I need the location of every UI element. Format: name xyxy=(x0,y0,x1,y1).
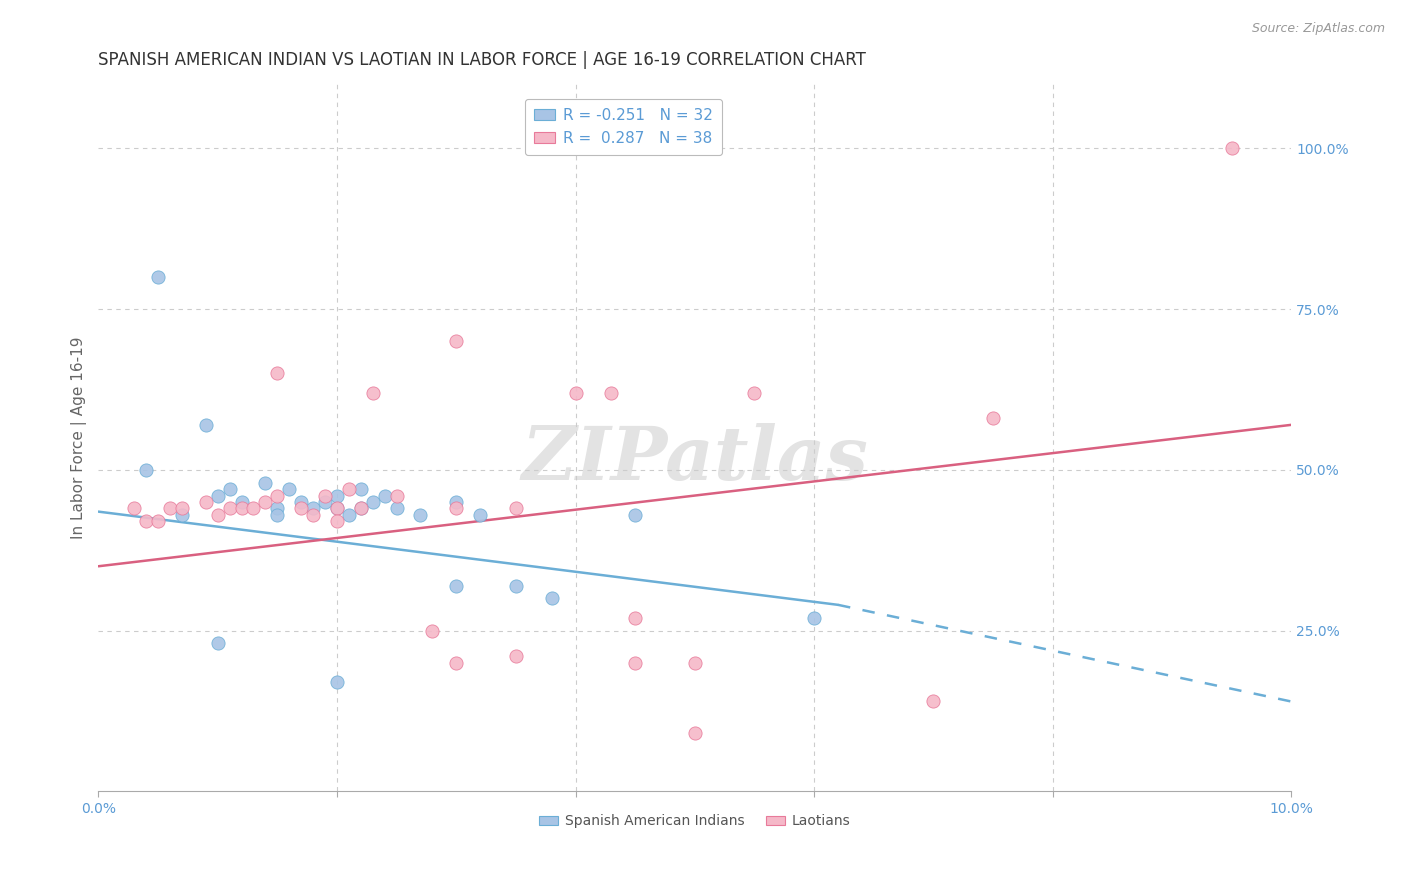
Point xyxy=(409,508,432,522)
Point xyxy=(624,610,647,624)
Point xyxy=(326,514,349,528)
Point xyxy=(361,385,384,400)
Point xyxy=(683,726,706,740)
Point xyxy=(194,417,217,432)
Point xyxy=(505,501,527,516)
Point xyxy=(302,508,325,522)
Point xyxy=(218,482,240,496)
Point xyxy=(922,694,945,708)
Text: Source: ZipAtlas.com: Source: ZipAtlas.com xyxy=(1251,22,1385,36)
Point xyxy=(254,475,277,490)
Point xyxy=(135,463,157,477)
Point xyxy=(1220,141,1243,155)
Point xyxy=(314,489,336,503)
Point xyxy=(207,489,229,503)
Point xyxy=(803,610,825,624)
Point xyxy=(266,489,288,503)
Point xyxy=(444,495,467,509)
Point xyxy=(444,656,467,670)
Point xyxy=(505,649,527,664)
Point xyxy=(135,514,157,528)
Point xyxy=(624,656,647,670)
Point xyxy=(444,501,467,516)
Point xyxy=(146,270,169,285)
Point xyxy=(444,334,467,349)
Point xyxy=(326,501,349,516)
Point xyxy=(326,489,349,503)
Point xyxy=(207,636,229,650)
Point xyxy=(540,591,562,606)
Point xyxy=(218,501,240,516)
Point xyxy=(278,482,301,496)
Point xyxy=(350,482,373,496)
Point xyxy=(266,508,288,522)
Text: SPANISH AMERICAN INDIAN VS LAOTIAN IN LABOR FORCE | AGE 16-19 CORRELATION CHART: SPANISH AMERICAN INDIAN VS LAOTIAN IN LA… xyxy=(98,51,866,69)
Point xyxy=(314,495,336,509)
Point xyxy=(744,385,766,400)
Point xyxy=(350,501,373,516)
Point xyxy=(302,501,325,516)
Point xyxy=(159,501,181,516)
Legend: Spanish American Indians, Laotians: Spanish American Indians, Laotians xyxy=(533,809,856,834)
Point xyxy=(981,411,1004,425)
Point xyxy=(374,489,396,503)
Point xyxy=(683,656,706,670)
Point xyxy=(468,508,491,522)
Text: ZIPatlas: ZIPatlas xyxy=(522,423,869,495)
Point xyxy=(122,501,145,516)
Point xyxy=(242,501,264,516)
Point xyxy=(326,675,349,690)
Point xyxy=(600,385,623,400)
Y-axis label: In Labor Force | Age 16-19: In Labor Force | Age 16-19 xyxy=(72,336,87,539)
Point xyxy=(194,495,217,509)
Point xyxy=(207,508,229,522)
Point xyxy=(385,501,408,516)
Point xyxy=(361,495,384,509)
Point xyxy=(505,578,527,592)
Point xyxy=(624,508,647,522)
Point xyxy=(231,495,253,509)
Point xyxy=(422,624,444,638)
Point xyxy=(266,367,288,381)
Point xyxy=(350,501,373,516)
Point xyxy=(385,489,408,503)
Point xyxy=(326,501,349,516)
Point xyxy=(170,501,193,516)
Point xyxy=(337,508,360,522)
Point xyxy=(146,514,169,528)
Point xyxy=(564,385,586,400)
Point xyxy=(254,495,277,509)
Point xyxy=(290,495,312,509)
Point xyxy=(170,508,193,522)
Point xyxy=(290,501,312,516)
Point xyxy=(231,501,253,516)
Point xyxy=(266,501,288,516)
Point xyxy=(337,482,360,496)
Point xyxy=(444,578,467,592)
